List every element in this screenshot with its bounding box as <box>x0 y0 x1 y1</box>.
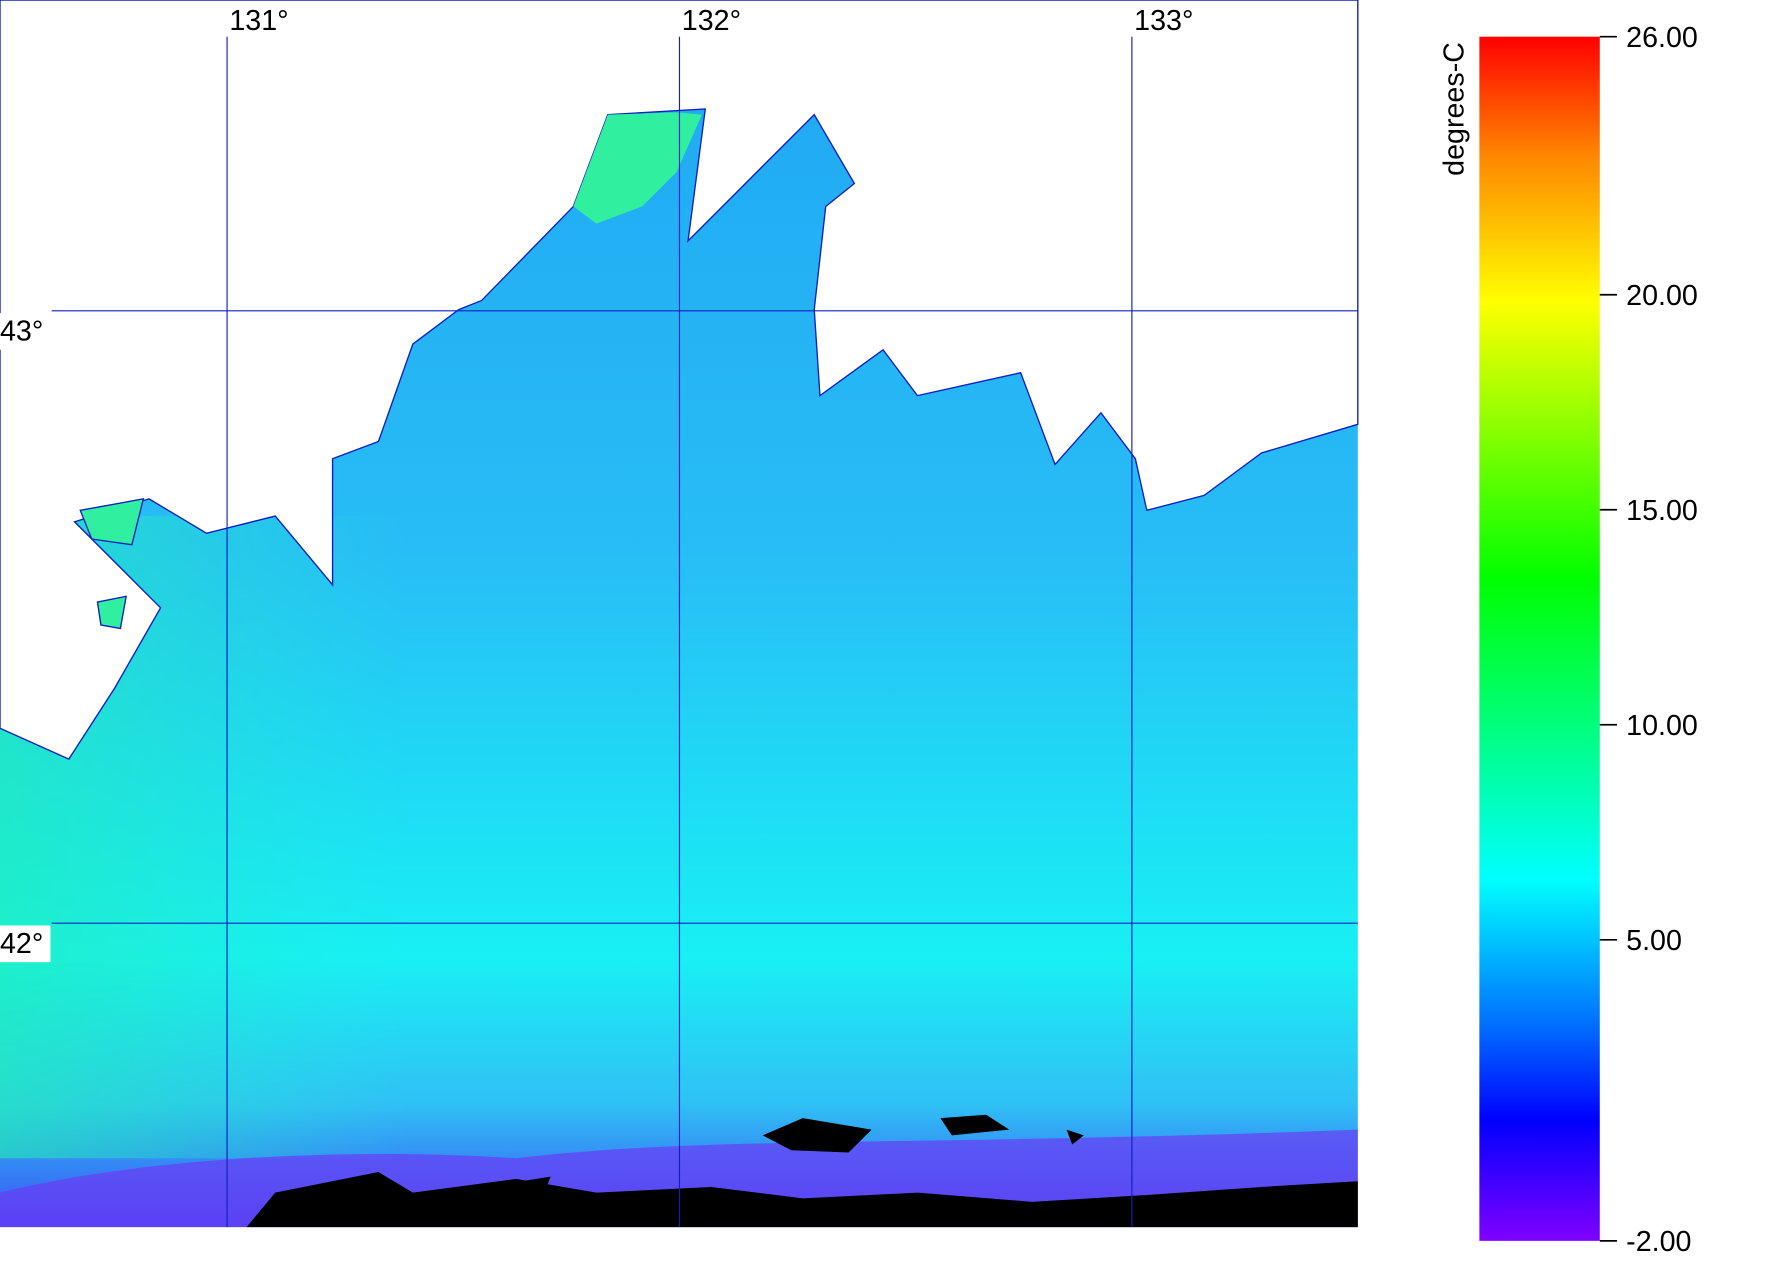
colorbar-tick-label: -2.00 <box>1626 1226 1691 1258</box>
map-root: 131° 132° 133° 43° 42° degrees-C -2.00 5.00 10… <box>0 0 1698 1258</box>
no-data <box>246 1172 1358 1228</box>
colorbar-tick-label: 5.00 <box>1626 925 1682 957</box>
bay-water <box>573 112 702 224</box>
bay-water <box>79 497 145 630</box>
colorbar-tick-label: 15.00 <box>1626 495 1698 527</box>
lon-label: 133° <box>1134 5 1193 37</box>
colorbar-tick-label: 10.00 <box>1626 710 1698 742</box>
land <box>0 0 1359 761</box>
no-data <box>521 1114 1084 1193</box>
label-background <box>0 313 51 350</box>
lon-label: 131° <box>229 5 288 37</box>
colorbar-tick-label: 26.00 <box>1626 22 1698 54</box>
lat-label: 42° <box>0 928 43 960</box>
label-background <box>0 925 51 963</box>
colorbar <box>1479 36 1600 1241</box>
lat-label: 43° <box>0 316 43 348</box>
lon-label: 132° <box>682 5 741 37</box>
colorbar-ticks: -2.00 5.00 10.00 15.00 20.00 26.00 <box>1599 22 1698 1258</box>
colorbar-tick-label: 20.00 <box>1626 280 1698 312</box>
colorbar-title: degrees-C <box>1438 42 1470 176</box>
graticule: 131° 132° 133° 43° 42° <box>0 5 1358 1228</box>
